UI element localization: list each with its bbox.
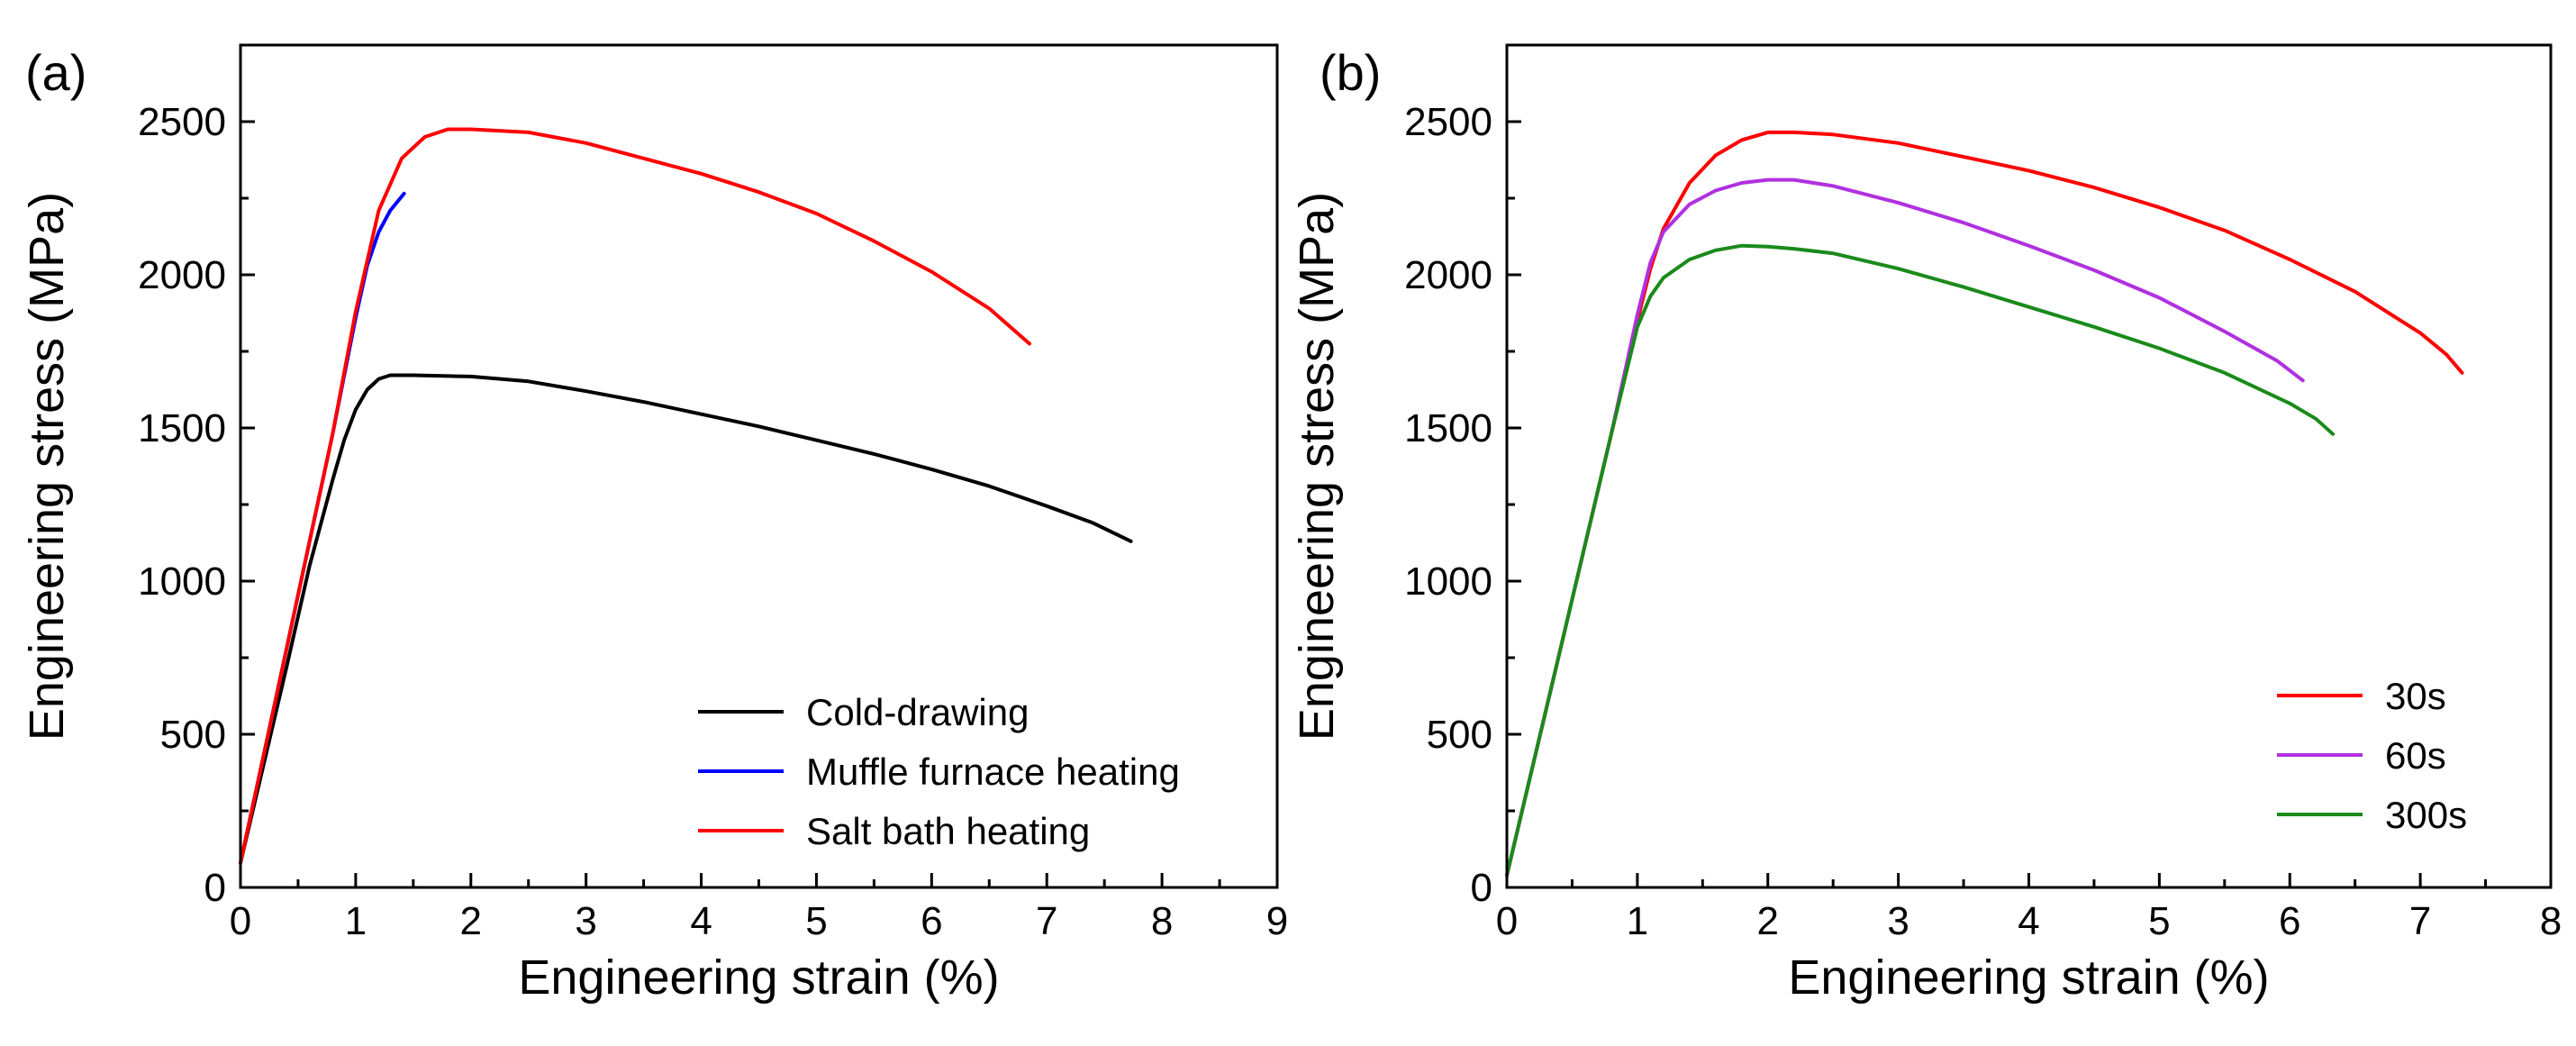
legend-label: 300s [2385, 794, 2467, 836]
x-tick-label: 2 [1757, 899, 1779, 943]
legend-label: Cold-drawing [806, 691, 1029, 733]
x-axis-label: Engineering strain (%) [518, 950, 999, 1005]
legend-label: Muffle furnace heating [806, 750, 1180, 793]
panel-label: (b) [1320, 44, 1381, 101]
x-tick-label: 7 [1036, 899, 1057, 943]
x-tick-label: 6 [921, 899, 942, 943]
y-tick-label: 1500 [138, 406, 226, 450]
x-tick-label: 6 [2279, 899, 2300, 943]
y-tick-label: 500 [160, 713, 226, 757]
panel-b: (b) 0 1 2 3 4 5 6 7 8 0 500 1000 1500 2000 2500 Engineer… [1290, 43, 2562, 1005]
x-tick-label: 9 [1266, 899, 1288, 943]
x-tick-label: 3 [575, 899, 596, 943]
legend: Cold-drawing Muffle furnace heating Salt b… [698, 691, 1180, 852]
y-tick-label: 0 [1471, 866, 1492, 910]
series-line-2 [1505, 243, 2336, 878]
x-tick-label: 0 [1496, 899, 1518, 943]
x-tick-label: 8 [1151, 899, 1173, 943]
y-tick-label: 2000 [138, 253, 226, 297]
x-tick-label: 0 [230, 899, 251, 943]
y-tick-label: 1000 [1404, 559, 1492, 604]
series-line-2 [239, 127, 1031, 865]
legend: 30s 60s 300s [2277, 675, 2467, 836]
x-tick-label: 1 [345, 899, 367, 943]
x-tick-label: 5 [2148, 899, 2170, 943]
x-tick-label: 5 [805, 899, 827, 943]
y-tick-label: 1000 [138, 559, 226, 604]
y-tick-label: 2500 [1404, 100, 1492, 144]
y-tick-label: 1500 [1404, 406, 1492, 450]
panel-label: (a) [25, 44, 86, 101]
x-tick-label: 1 [1627, 899, 1648, 943]
y-tick-label: 2000 [1404, 253, 1492, 297]
legend-label: 60s [2385, 734, 2446, 777]
series-line-0 [239, 373, 1133, 865]
x-tick-label: 4 [690, 899, 712, 943]
x-tick-label: 2 [460, 899, 482, 943]
x-tick-label: 3 [1887, 899, 1909, 943]
y-tick-label: 0 [204, 866, 226, 910]
x-tick-label: 7 [2409, 899, 2431, 943]
y-axis-label: Engineering stress (MPa) [20, 192, 74, 741]
y-tick-label: 2500 [138, 100, 226, 144]
y-tick-label: 500 [1427, 713, 1492, 757]
x-axis-label: Engineering strain (%) [1788, 950, 2269, 1005]
x-tick-label: 4 [2018, 899, 2039, 943]
panel-a: (a) 0 1 2 3 4 5 6 7 8 9 0 500 1000 1500 2000 2500 Enginee… [20, 43, 1288, 1005]
y-axis-label: Engineering stress (MPa) [1290, 192, 1344, 741]
x-tick-label: 8 [2540, 899, 2562, 943]
legend-label: Salt bath heating [806, 810, 1090, 852]
legend-label: 30s [2385, 675, 2446, 717]
